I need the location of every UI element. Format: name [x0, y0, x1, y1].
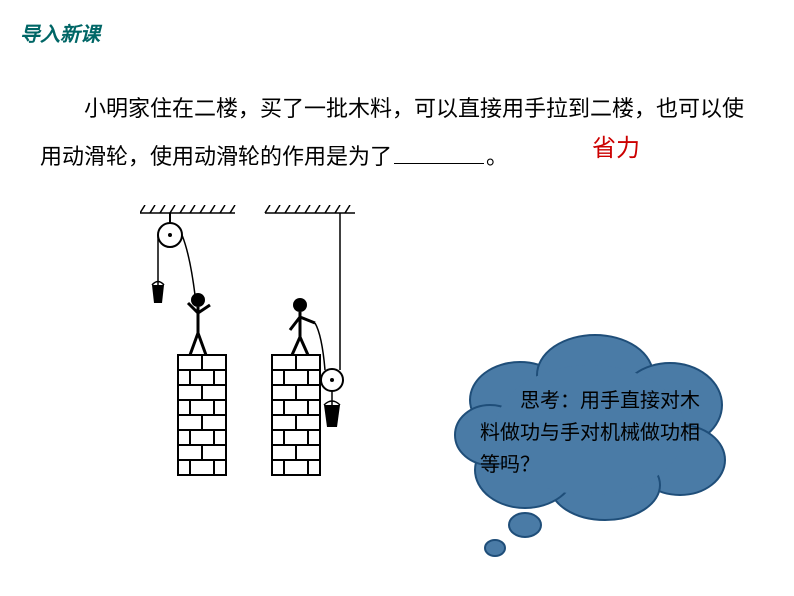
fill-blank — [394, 163, 484, 164]
pulley-illustration — [140, 205, 360, 485]
paragraph-text-2: 。 — [486, 144, 508, 169]
main-paragraph: 小明家住在二楼，买了一批木料，可以直接用手拉到二楼，也可以使用动滑轮，使用动滑轮… — [40, 85, 754, 182]
blank-answer: 省力 — [592, 128, 640, 163]
section-header: 导入新课 — [20, 18, 100, 47]
thought-cloud: 思考：用手直接对木料做功与手对机械做功相等吗？ — [430, 330, 750, 560]
cloud-text: 思考：用手直接对木料做功与手对机械做功相等吗？ — [480, 385, 710, 481]
